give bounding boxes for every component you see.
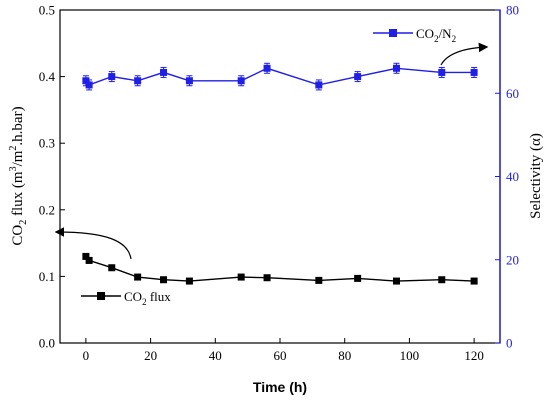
series-line-co2-flux (85, 255, 475, 282)
data-point-co2-n2 (82, 77, 90, 85)
data-point-co2-flux (470, 277, 478, 285)
x-tick-label: 0 (83, 348, 90, 363)
data-point-co2-flux (85, 256, 93, 264)
data-point-co2-n2 (470, 68, 478, 76)
left-y-tick-label: 0.3 (39, 136, 55, 151)
data-point-co2-flux (263, 274, 271, 282)
right-y-tick-label: 20 (506, 252, 519, 267)
legend-co2-flux-marker (97, 292, 105, 300)
left-y-tick-label: 0.4 (39, 69, 56, 84)
data-point-co2-n2 (134, 77, 142, 85)
right-y-tick-label: 0 (506, 336, 513, 351)
series-line-co2-n2 (85, 67, 475, 86)
x-tick-label: 20 (144, 348, 157, 363)
data-point-co2-n2 (108, 73, 116, 81)
right-axis-label: Selectivity (α) (528, 133, 544, 219)
right-y-tick-label: 80 (506, 3, 519, 18)
x-tick-label: 80 (338, 348, 351, 363)
annotation-arrow-left (54, 227, 132, 260)
legend-co2-n2-marker (389, 29, 397, 37)
data-point-co2-n2 (160, 68, 168, 76)
left-y-tick-label: 0.1 (39, 269, 55, 284)
data-point-co2-n2 (185, 77, 193, 85)
x-tick-label: 100 (400, 348, 420, 363)
data-point-co2-flux (185, 277, 193, 285)
legend-co2-flux-text: CO2 flux (124, 289, 171, 307)
data-point-co2-n2 (354, 73, 362, 81)
data-point-co2-flux (108, 264, 116, 272)
data-point-co2-flux (438, 276, 446, 284)
left-y-tick-label: 0.5 (39, 3, 55, 18)
data-point-co2-n2 (263, 64, 271, 72)
data-point-co2-flux (82, 252, 90, 260)
data-point-co2-flux (392, 277, 400, 285)
x-axis-label: Time (h) (253, 379, 307, 395)
x-tick-label: 60 (274, 348, 287, 363)
data-point-co2-flux (315, 276, 323, 284)
right-y-tick-label: 40 (506, 169, 519, 184)
data-point-co2-n2 (315, 81, 323, 89)
data-point-co2-flux (160, 276, 168, 284)
left-axis-label: CO2 flux (m3/m2.h.bar) (8, 106, 29, 245)
data-point-co2-n2 (237, 77, 245, 85)
annotation-arrow-right (440, 42, 489, 66)
data-point-co2-n2 (85, 81, 93, 89)
data-point-co2-flux (354, 274, 362, 282)
legend-co2-flux: CO2 flux (81, 289, 171, 307)
data-point-co2-n2 (438, 68, 446, 76)
legend-co2-n2: CO2/N2 (373, 26, 456, 44)
right-y-tick-label: 60 (506, 86, 519, 101)
data-point-co2-n2 (392, 64, 400, 72)
left-y-tick-label: 0.0 (39, 336, 55, 351)
data-point-co2-flux (237, 273, 245, 281)
legend-co2-n2-text: CO2/N2 (416, 26, 456, 44)
data-point-co2-flux (134, 273, 142, 281)
x-tick-label: 120 (464, 348, 484, 363)
left-y-tick-label: 0.2 (39, 202, 55, 217)
x-tick-label: 40 (209, 348, 222, 363)
